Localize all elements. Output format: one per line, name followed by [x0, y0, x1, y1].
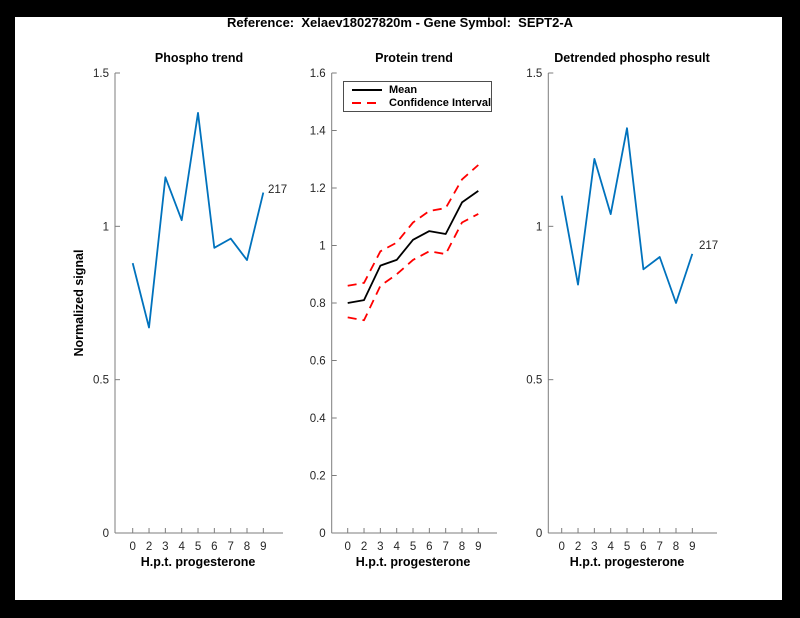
y-tick-label: 1.2 — [310, 183, 326, 195]
series-line-confidence-interval-upper — [347, 164, 479, 287]
x-axis-label-1: H.p.t. progesterone — [140, 555, 256, 569]
subplot-1: 00.511.50 2 3 4 5 6 7 8 9 — [93, 68, 283, 553]
x-tick-label: 9 — [689, 541, 695, 553]
y-tick-label: 0.6 — [310, 356, 326, 368]
x-tick-label: 8 — [673, 541, 679, 553]
y-tick-label: 0.4 — [310, 413, 327, 425]
x-tick-label: 7 — [656, 541, 662, 553]
y-tick-label: 0 — [536, 528, 542, 540]
figure-canvas — [15, 17, 782, 600]
x-tick-label: 3 — [162, 541, 168, 553]
y-tick-label: 1.5 — [526, 68, 542, 80]
y-tick-label: 0.5 — [526, 375, 542, 387]
subplot-2: 00.20.40.60.811.21.41.60 2 3 4 5 6 7 8 9 — [310, 68, 497, 553]
y-axis-label: Normalized signal — [72, 249, 86, 357]
legend-line-solid — [352, 88, 382, 91]
legend-entry-confidence-interval: Confidence Interval — [344, 97, 491, 110]
y-tick-label: 0 — [319, 528, 325, 540]
y-tick-label: 0.5 — [93, 375, 109, 387]
x-tick-label: 4 — [393, 541, 400, 553]
x-tick-label: 7 — [442, 541, 448, 553]
x-tick-label: 9 — [260, 541, 266, 553]
legend-line-dashed — [352, 102, 382, 105]
x-tick-label: 2 — [146, 541, 152, 553]
x-tick-label: 9 — [475, 541, 481, 553]
legend-label-mean: Mean — [389, 83, 418, 96]
x-tick-label: 0 — [129, 541, 135, 553]
x-tick-label: 6 — [640, 541, 646, 553]
x-tick-label: 2 — [361, 541, 367, 553]
endpoint-annotation-detrended: 217 — [699, 240, 719, 252]
x-axis-label-3: H.p.t. progesterone — [569, 555, 685, 569]
y-tick-label: 0.8 — [310, 298, 326, 310]
subplot-title-phospho-trend: Phospho trend — [154, 51, 244, 65]
x-tick-label: 6 — [426, 541, 432, 553]
figure-title: Reference: Xelaev18027820m - Gene Symbol… — [226, 15, 574, 30]
x-tick-label: 5 — [624, 541, 630, 553]
x-tick-label: 4 — [607, 541, 614, 553]
x-axis-label-2: H.p.t. progesterone — [355, 555, 471, 569]
x-tick-label: 8 — [459, 541, 465, 553]
legend-box: Mean Confidence Interval — [343, 81, 492, 112]
x-tick-label: 4 — [178, 541, 185, 553]
legend-entry-mean: Mean — [344, 83, 491, 96]
series-line-phospho-signal — [131, 112, 265, 329]
series-line-mean — [347, 190, 479, 304]
x-tick-label: 7 — [227, 541, 233, 553]
endpoint-annotation-phospho: 217 — [268, 184, 288, 196]
subplot-title-protein-trend: Protein trend — [375, 51, 453, 65]
x-tick-label: 8 — [244, 541, 250, 553]
y-tick-label: 1 — [319, 241, 325, 253]
x-tick-label: 0 — [344, 541, 350, 553]
y-tick-label: 1 — [103, 221, 109, 233]
legend-label-confidence-interval: Confidence Interval — [389, 97, 492, 110]
y-tick-label: 0.2 — [310, 471, 326, 483]
subplot-3: 00.511.50 2 3 4 5 6 7 8 9 — [526, 68, 717, 553]
y-tick-label: 1.5 — [93, 68, 109, 80]
y-tick-label: 0 — [103, 528, 109, 540]
x-tick-label: 6 — [211, 541, 217, 553]
series-line-detrended-phospho-signal — [560, 127, 694, 304]
x-tick-label: 5 — [410, 541, 416, 553]
series-line-confidence-interval-lower — [347, 213, 479, 322]
x-tick-label: 3 — [591, 541, 597, 553]
y-tick-label: 1.6 — [310, 68, 326, 80]
y-tick-label: 1 — [536, 221, 542, 233]
x-tick-label: 2 — [575, 541, 581, 553]
x-tick-label: 0 — [558, 541, 564, 553]
x-tick-label: 5 — [195, 541, 201, 553]
y-tick-label: 1.4 — [310, 126, 327, 138]
x-tick-label: 3 — [377, 541, 383, 553]
subplot-title-detrended-phospho: Detrended phospho result — [554, 51, 710, 65]
